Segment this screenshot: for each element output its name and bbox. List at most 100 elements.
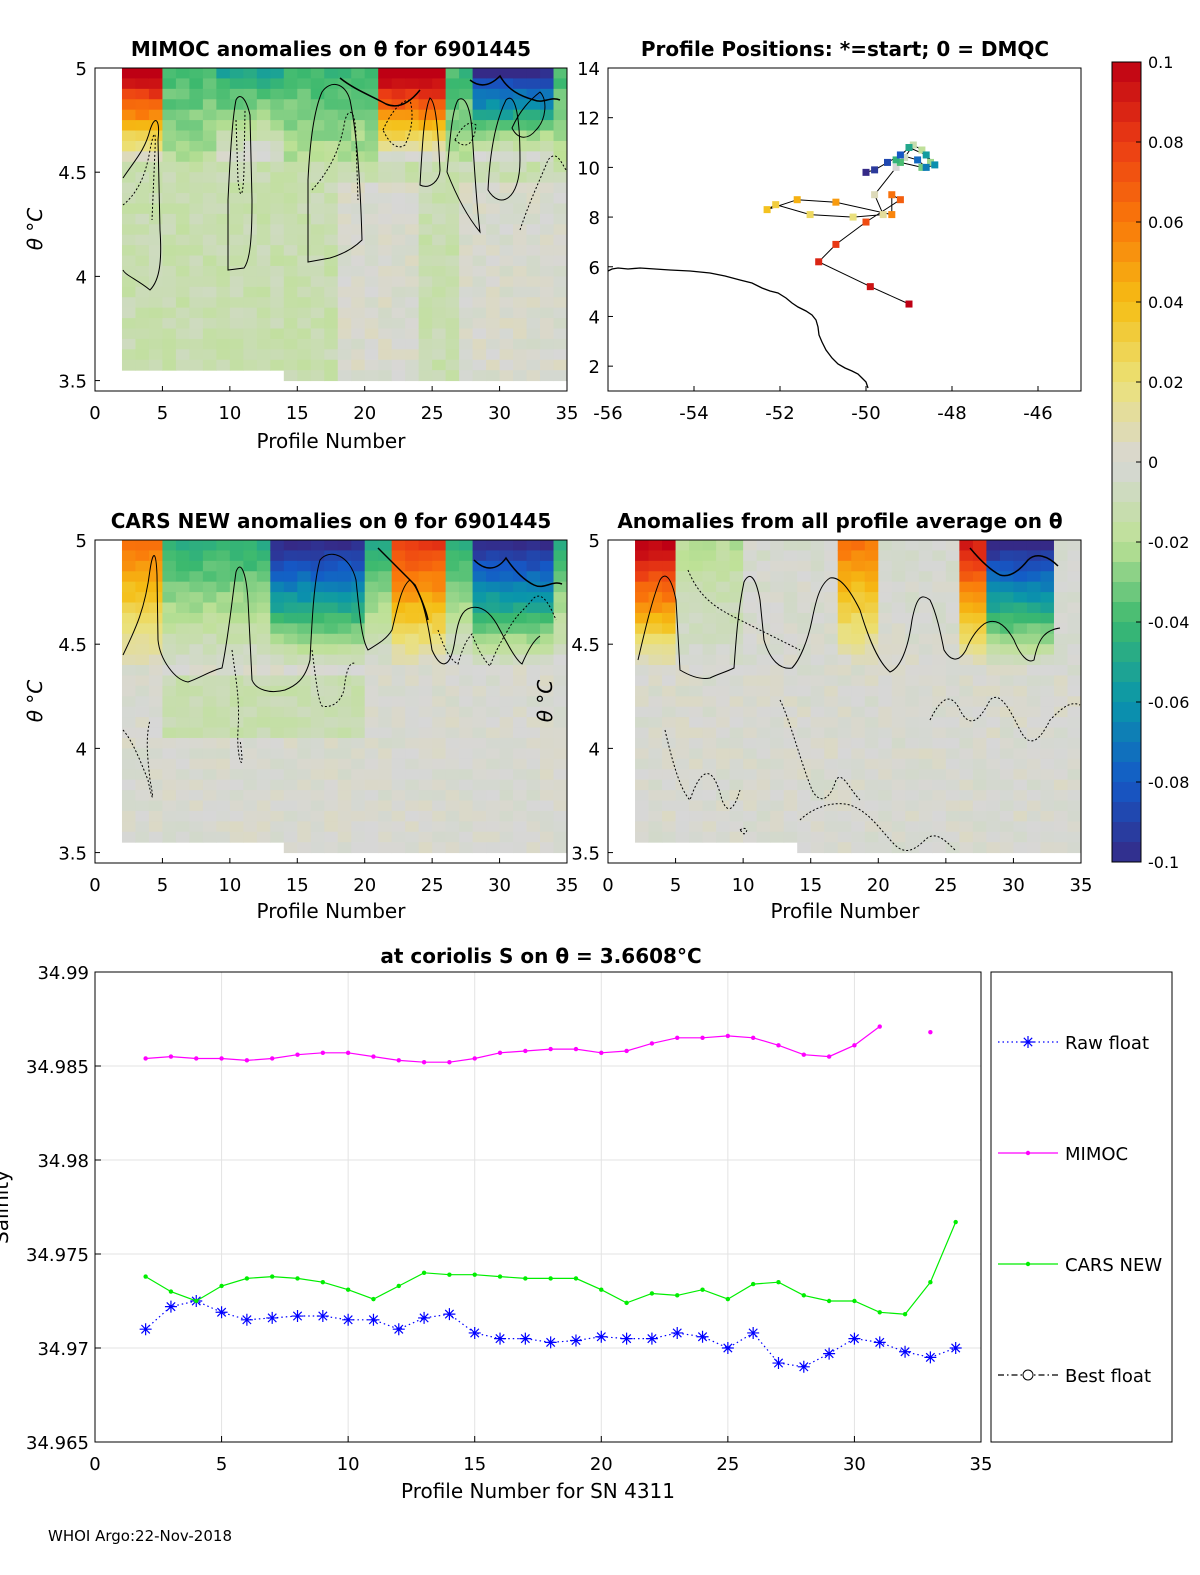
heatmap-cell (932, 612, 947, 624)
heatmap-cell (175, 318, 190, 329)
heatmap-cell (216, 245, 231, 257)
heatmap-cell (445, 602, 460, 614)
heatmap-cell (162, 790, 177, 801)
heatmap-cell (770, 706, 785, 718)
heatmap-cell (689, 540, 704, 551)
heatmap-cell (702, 696, 717, 708)
heatmap-cell (270, 592, 285, 604)
heatmap-cell (459, 696, 474, 708)
heatmap-cell (432, 769, 447, 781)
heatmap-cell (162, 717, 177, 729)
heatmap-cell (418, 727, 433, 739)
heatmap-cell (797, 623, 812, 635)
heatmap-cell (553, 151, 567, 163)
heatmap-cell (1026, 602, 1041, 614)
heatmap-cell (297, 717, 312, 729)
heatmap-cell (391, 560, 406, 572)
heatmap-cell (270, 193, 285, 204)
heatmap-cell (256, 120, 271, 132)
heatmap-cell (175, 644, 190, 656)
heatmap-cell (1067, 654, 1081, 666)
heatmap-cell (756, 696, 771, 708)
heatmap-cell (432, 540, 447, 551)
x-tick-label: 30 (1002, 875, 1025, 896)
heatmap-cell (486, 224, 501, 236)
heatmap-cell (1067, 633, 1081, 645)
heatmap-cell (472, 140, 487, 152)
heatmap-cell (270, 297, 285, 309)
heatmap-cell (148, 338, 163, 350)
heatmap-cell (378, 224, 393, 236)
heatmap-cell (229, 224, 244, 236)
heatmap-cell (378, 779, 393, 791)
x-tick-label: 10 (218, 403, 241, 424)
heatmap-cell (351, 370, 366, 382)
mimoc-heatmap (121, 68, 567, 382)
heatmap-cell (891, 842, 906, 854)
heatmap-cell (513, 644, 528, 656)
heatmap-cell (526, 581, 541, 593)
heatmap-cell (310, 370, 325, 382)
colorbar-cell (1112, 182, 1141, 203)
heatmap-cell (378, 665, 393, 676)
heatmap-cell (526, 644, 541, 656)
heatmap-cell (378, 203, 393, 215)
heatmap-cell (770, 675, 785, 687)
heatmap-cell (743, 696, 758, 708)
heatmap-cell (743, 654, 758, 666)
heatmap-cell (472, 810, 487, 822)
heatmap-cell (486, 737, 501, 749)
heatmap-cell (756, 592, 771, 604)
heatmap-cell (337, 182, 352, 194)
heatmap-cell (351, 255, 366, 267)
heatmap-cell (1040, 560, 1055, 572)
heatmap-cell (635, 717, 650, 729)
heatmap-cell (391, 633, 406, 645)
heatmap-cell (1053, 571, 1068, 583)
heatmap-cell (756, 706, 771, 718)
heatmap-cell (513, 592, 528, 604)
heatmap-cell (1067, 810, 1081, 822)
heatmap-cell (270, 571, 285, 583)
heatmap-cell (662, 633, 677, 645)
heatmap-cell (635, 571, 650, 583)
heatmap-cell (121, 109, 136, 121)
profile-position-marker (892, 156, 900, 164)
heatmap-cell (472, 654, 487, 666)
heatmap-cell (432, 675, 447, 687)
heatmap-cell (283, 665, 298, 676)
heatmap-cell (229, 654, 244, 666)
heatmap-cell (1026, 790, 1041, 801)
heatmap-cell (283, 592, 298, 604)
heatmap-cell (243, 182, 258, 194)
heatmap-cell (864, 612, 879, 624)
heatmap-cell (432, 592, 447, 604)
heatmap-cell (486, 297, 501, 309)
heatmap-cell (229, 790, 244, 801)
heatmap-cell (216, 831, 231, 843)
heatmap-cell (526, 790, 541, 801)
heatmap-cell (959, 842, 974, 854)
heatmap-cell (337, 685, 352, 697)
heatmap-cell (878, 581, 893, 593)
heatmap-cell (283, 717, 298, 729)
heatmap-cell (810, 602, 825, 614)
heatmap-cell (472, 800, 487, 812)
y-tick-label: 4.5 (571, 635, 600, 656)
heatmap-cell (432, 800, 447, 812)
heatmap-cell (513, 255, 528, 267)
heatmap-cell (689, 821, 704, 833)
heatmap-cell (486, 821, 501, 833)
heatmap-cell (135, 571, 150, 583)
heatmap-cell (283, 286, 298, 298)
heatmap-cell (851, 665, 866, 676)
heatmap-cell (918, 571, 933, 583)
heatmap-cell (310, 245, 325, 257)
heatmap-cell (675, 560, 690, 572)
heatmap-cell (418, 120, 433, 132)
heatmap-cell (297, 758, 312, 770)
heatmap-cell (378, 78, 393, 90)
heatmap-cell (648, 790, 663, 801)
heatmap-cell (918, 737, 933, 749)
heatmap-cell (459, 286, 474, 298)
